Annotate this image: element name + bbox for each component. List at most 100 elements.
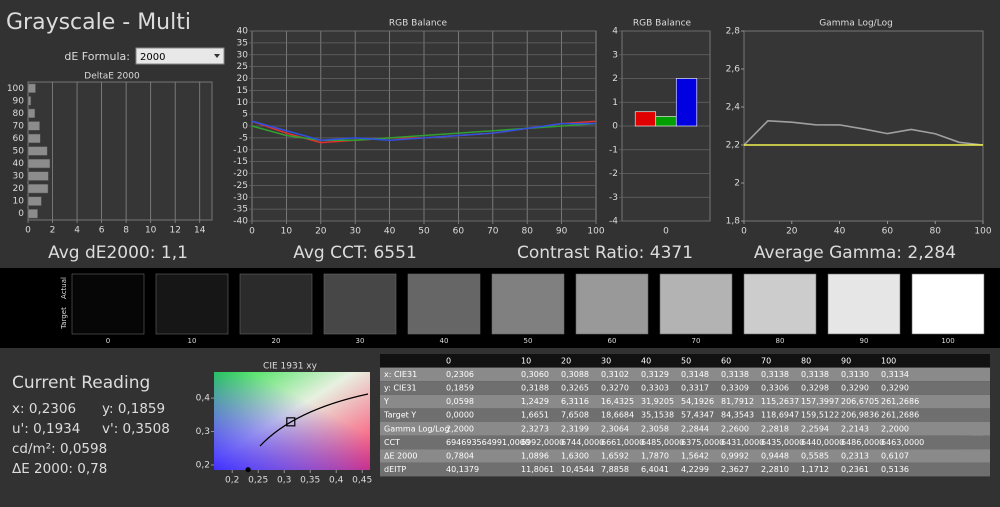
x-tick-label: 0 xyxy=(663,227,669,237)
y-tick-label: 30 xyxy=(237,50,249,60)
table-cell: 7,8858 xyxy=(601,465,629,474)
table-cell: 57,4347 xyxy=(681,411,714,420)
y-tick-label: 3 xyxy=(612,50,618,60)
table-cell: 694693564991,0000 xyxy=(446,438,530,447)
y-tick-label: -5 xyxy=(239,133,248,143)
table-cell: 1,2429 xyxy=(521,397,549,406)
table-cell: 2,2143 xyxy=(841,424,869,433)
y-tick-label: -30 xyxy=(233,193,248,203)
y-tick-label: 20 xyxy=(237,74,249,84)
table-header: 100 xyxy=(881,356,896,365)
y-tick-label: 0 xyxy=(18,209,24,219)
x-tick-label: 40 xyxy=(384,227,396,237)
data-point xyxy=(245,467,251,473)
table-cell: 18,6684 xyxy=(601,411,634,420)
table-cell: 1,0896 xyxy=(521,452,549,461)
x-tick-label: 20 xyxy=(786,227,798,237)
table-row-bg xyxy=(380,462,990,477)
table-cell: 2,2810 xyxy=(761,465,789,474)
table-cell: 2,2594 xyxy=(801,424,829,433)
series-line xyxy=(251,120,596,142)
table-cell: 0,2306 xyxy=(446,370,474,379)
formula-select[interactable] xyxy=(135,47,225,65)
y-tick-label: 80 xyxy=(13,109,25,119)
table-row-bg xyxy=(380,449,990,463)
table-cell: 6463,0000 xyxy=(881,438,924,447)
y-tick-label: 90 xyxy=(13,96,25,106)
table-cell: 35,1538 xyxy=(641,411,674,420)
table-cell: 0,0598 xyxy=(446,397,474,406)
x-tick-label: 100 xyxy=(587,227,604,237)
reading-value: y: 0,1859 xyxy=(102,401,165,417)
x-tick-label: 0,3 xyxy=(277,476,291,486)
table-header: 90 xyxy=(841,356,851,365)
bar xyxy=(27,171,49,181)
table-cell: 118,6947 xyxy=(761,411,799,420)
table-cell: CCT xyxy=(384,438,400,447)
bar xyxy=(27,196,42,206)
bar xyxy=(27,121,40,131)
y-tick-label: 0,2 xyxy=(196,460,210,470)
table-cell: 206,6705 xyxy=(841,397,879,406)
x-tick-label: 10 xyxy=(281,227,293,237)
x-tick-label: 0,2 xyxy=(225,476,239,486)
table-cell: 157,3997 xyxy=(801,397,839,406)
table-cell: Target Y xyxy=(383,411,416,420)
y-tick-label: 15 xyxy=(237,86,248,96)
table-cell: 0,3138 xyxy=(721,370,749,379)
x-tick-label: 30 xyxy=(349,227,361,237)
table-cell: 0,9448 xyxy=(761,452,789,461)
table-cell: 0,5136 xyxy=(881,465,909,474)
table-cell: 2,2818 xyxy=(761,424,789,433)
table-cell: 6,4041 xyxy=(641,465,669,474)
bar xyxy=(675,78,698,127)
reading-value: cd/m²: 0,0598 xyxy=(12,441,107,457)
table-cell: 0,7804 xyxy=(446,452,474,461)
swatch-row-label: Actual xyxy=(60,277,68,299)
table-cell: 0,5585 xyxy=(801,452,829,461)
table-header: 50 xyxy=(681,356,691,365)
bar xyxy=(27,146,48,156)
x-tick-label: 90 xyxy=(556,227,568,237)
table-cell: 1,1712 xyxy=(801,465,829,474)
table-cell: 6431,0000 xyxy=(721,438,764,447)
y-tick-label: -4 xyxy=(609,217,618,227)
y-tick-label: -25 xyxy=(233,181,248,191)
table-cell: 11,8061 xyxy=(521,465,554,474)
table-cell: Gamma Log/Log xyxy=(384,424,449,433)
y-tick-label: -10 xyxy=(233,145,248,155)
x-tick-label: 40 xyxy=(834,227,846,237)
table-cell: 0,3306 xyxy=(761,384,789,393)
y-tick-label: 1 xyxy=(612,98,618,108)
x-tick-label: 0 xyxy=(249,227,255,237)
formula-label: dE Formula: xyxy=(64,50,130,63)
table-cell: 261,2686 xyxy=(881,397,919,406)
reading-value: x: 0,2306 xyxy=(12,401,76,417)
table-header: 0 xyxy=(446,356,451,365)
table-cell: 6375,0000 xyxy=(681,438,724,447)
swatch-label: 100 xyxy=(941,337,954,345)
plot-area xyxy=(743,30,984,222)
table-cell: 0,3270 xyxy=(601,384,629,393)
reading-value: v': 0,3508 xyxy=(102,421,170,437)
bar xyxy=(27,133,41,144)
table-cell: 0,6107 xyxy=(881,452,909,461)
x-tick-label: 0 xyxy=(25,226,31,236)
table-cell: 0,3290 xyxy=(881,384,909,393)
table-header-bg xyxy=(380,354,990,368)
swatch-label: 80 xyxy=(776,337,785,345)
formula-value[interactable]: 2000 xyxy=(140,52,165,63)
table-cell: 0,3088 xyxy=(561,370,589,379)
y-tick-label: -1 xyxy=(609,145,618,155)
page-title: Grayscale - Multi xyxy=(6,10,191,35)
table-cell: 40,1379 xyxy=(446,465,479,474)
bar xyxy=(27,183,49,194)
table-cell: 2,3064 xyxy=(601,424,629,433)
swatch-label: 40 xyxy=(440,337,449,345)
swatch-label: 0 xyxy=(106,337,110,345)
table-cell: 0,1859 xyxy=(446,384,474,393)
chart-title: RGB Balance xyxy=(633,19,692,29)
summary-stat: Average Gamma: 2,284 xyxy=(754,243,956,263)
table-cell: 1,5642 xyxy=(681,452,709,461)
